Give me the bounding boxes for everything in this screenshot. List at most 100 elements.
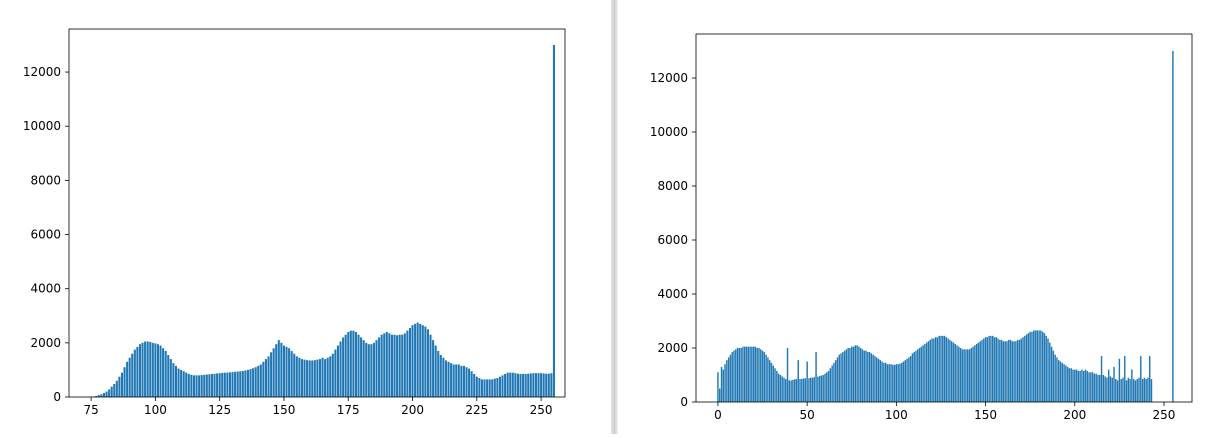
bar <box>1095 373 1097 402</box>
bar <box>123 367 126 397</box>
bar <box>128 357 131 397</box>
bar <box>1052 350 1055 402</box>
x-tick-label: 250 <box>530 403 553 417</box>
x-tick-label: 200 <box>1063 408 1086 422</box>
bar <box>138 344 141 397</box>
bar <box>731 352 733 402</box>
bar <box>275 344 278 397</box>
bar <box>745 346 748 402</box>
bar <box>877 358 880 402</box>
bar <box>1024 335 1026 402</box>
bar <box>522 373 525 397</box>
bar <box>1131 369 1133 402</box>
bar <box>788 380 791 402</box>
bar <box>552 44 555 398</box>
bar <box>719 388 721 402</box>
bar <box>1040 330 1042 402</box>
bar <box>733 350 735 402</box>
bar <box>1065 365 1067 402</box>
bar <box>892 364 894 402</box>
bar <box>542 373 545 397</box>
y-tick-label: 6000 <box>657 233 688 247</box>
bar <box>491 379 494 397</box>
bar <box>257 365 260 397</box>
bar <box>1036 330 1039 402</box>
bar <box>1058 360 1060 402</box>
bar <box>1063 364 1065 402</box>
x-tick-label: 50 <box>800 408 815 422</box>
bar <box>486 379 489 397</box>
bar <box>231 372 234 397</box>
x-tick-label: 100 <box>885 408 908 422</box>
bar <box>854 345 857 402</box>
bar <box>933 338 935 402</box>
bar <box>1107 369 1110 402</box>
y-tick-label: 2000 <box>657 341 688 355</box>
bar <box>367 344 370 397</box>
bar <box>972 346 974 402</box>
bar <box>498 376 501 397</box>
bar <box>1059 361 1062 402</box>
bar <box>154 343 157 397</box>
bar <box>1009 339 1012 402</box>
bar <box>511 372 514 397</box>
bar <box>244 370 247 397</box>
bar <box>452 364 455 397</box>
bar <box>1082 370 1085 402</box>
bar <box>226 372 229 397</box>
bar <box>836 357 839 402</box>
bar <box>781 376 783 402</box>
bar <box>1061 362 1064 402</box>
bar <box>954 343 956 402</box>
y-tick-label: 6000 <box>30 228 61 242</box>
y-tick-label: 2000 <box>30 336 61 350</box>
bar <box>1109 376 1112 402</box>
bar <box>879 360 882 402</box>
bar <box>767 357 769 402</box>
bar <box>793 379 796 402</box>
bar <box>727 357 730 402</box>
bar <box>799 379 801 402</box>
bar <box>95 395 98 397</box>
bar <box>254 367 257 397</box>
bar <box>1000 339 1003 402</box>
bar <box>824 373 826 402</box>
bar <box>208 374 211 397</box>
bar <box>545 373 548 397</box>
bar <box>967 349 969 402</box>
bar <box>970 348 973 402</box>
bar <box>852 346 855 402</box>
y-tick-label: 4000 <box>30 282 61 296</box>
bar <box>385 332 388 397</box>
bar <box>288 348 291 397</box>
bar <box>831 365 833 402</box>
y-tick-label: 8000 <box>30 173 61 187</box>
bar <box>958 346 960 402</box>
bar <box>1043 333 1046 402</box>
bar <box>876 357 878 402</box>
bar <box>478 378 481 397</box>
bar <box>861 349 864 402</box>
bar <box>959 348 962 402</box>
bar <box>105 391 108 397</box>
bar <box>473 373 476 397</box>
bar <box>527 373 530 397</box>
bar <box>177 368 180 397</box>
bar <box>1113 366 1115 402</box>
y-tick-label: 12000 <box>23 65 61 79</box>
bar <box>922 345 924 402</box>
x-tick-label: 150 <box>273 403 296 417</box>
bar <box>1020 338 1022 402</box>
bar <box>786 348 789 402</box>
bar <box>1115 379 1117 402</box>
bar <box>483 379 486 397</box>
bar <box>131 353 134 397</box>
bar <box>988 335 990 402</box>
bar <box>724 364 726 402</box>
bar <box>801 378 803 402</box>
y-tick-label: 8000 <box>657 179 688 193</box>
bar <box>779 375 782 402</box>
bar <box>1136 379 1138 402</box>
bar <box>198 375 201 397</box>
bar <box>736 348 739 402</box>
